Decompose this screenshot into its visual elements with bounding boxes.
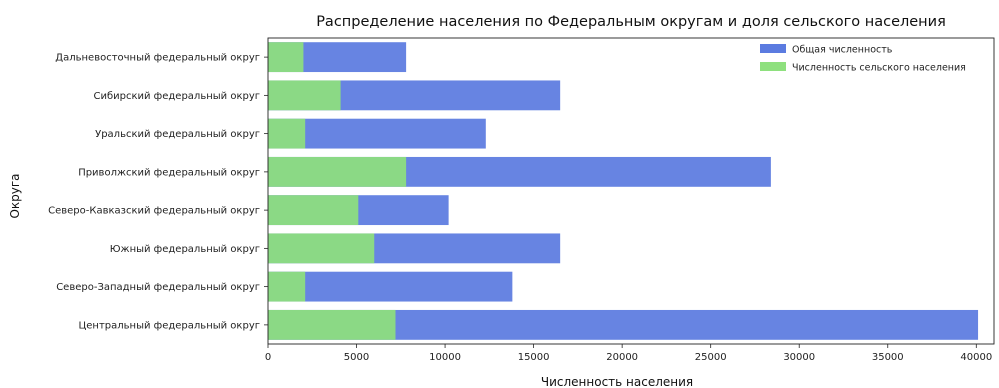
y-tick-label-2: Южный федеральный округ	[110, 244, 260, 255]
bar-s0-1	[268, 271, 513, 302]
y-tick-label-0: Центральный федеральный округ	[79, 320, 260, 331]
x-tick-label-2: 10000	[429, 352, 461, 363]
bar-s1-4	[268, 156, 407, 187]
chart-title: Распределение населения по Федеральным о…	[316, 14, 946, 30]
x-tick-label-3: 15000	[518, 352, 550, 363]
legend-label-0: Общая численность	[792, 45, 893, 56]
bar-s1-5	[268, 118, 306, 149]
bar-s1-2	[268, 233, 375, 264]
x-tick-label-6: 30000	[783, 352, 815, 363]
bar-s1-3	[268, 195, 359, 226]
legend-swatch-0	[760, 44, 786, 53]
legend-label-1: Численность сельского населения	[792, 63, 966, 74]
x-tick-label-4: 20000	[606, 352, 638, 363]
y-tick-label-6: Сибирский федеральный округ	[93, 91, 260, 102]
legend: Общая численность Численность сельского н…	[760, 44, 966, 74]
y-tick-label-7: Дальневосточный федеральный округ	[55, 53, 260, 64]
y-tick-label-1: Северо-Западный федеральный округ	[56, 282, 260, 293]
y-tick-label-5: Уральский федеральный округ	[95, 129, 260, 140]
bar-s1-7	[268, 42, 304, 73]
plot-frame	[267, 37, 995, 345]
x-tick-label-0: 0	[265, 352, 271, 363]
plot-area: Центральный федеральный округ Северо-Запа…	[48, 37, 995, 363]
y-tick-label-4: Приволжский федеральный округ	[78, 167, 260, 178]
x-axis-label: Численность населения	[541, 375, 693, 388]
bar-s1-0	[268, 309, 396, 340]
legend-swatch-1	[760, 62, 786, 71]
y-tick-label-3: Северо-Кавказский федеральный округ	[48, 206, 260, 217]
x-tick-label-1: 5000	[344, 352, 369, 363]
bar-s1-1	[268, 271, 306, 302]
x-tick-label-8: 40000	[960, 352, 992, 363]
y-axis-label: Округа	[8, 173, 22, 218]
x-tick-label-7: 35000	[872, 352, 904, 363]
x-tick-label-5: 25000	[695, 352, 727, 363]
bar-s1-6	[268, 80, 341, 111]
